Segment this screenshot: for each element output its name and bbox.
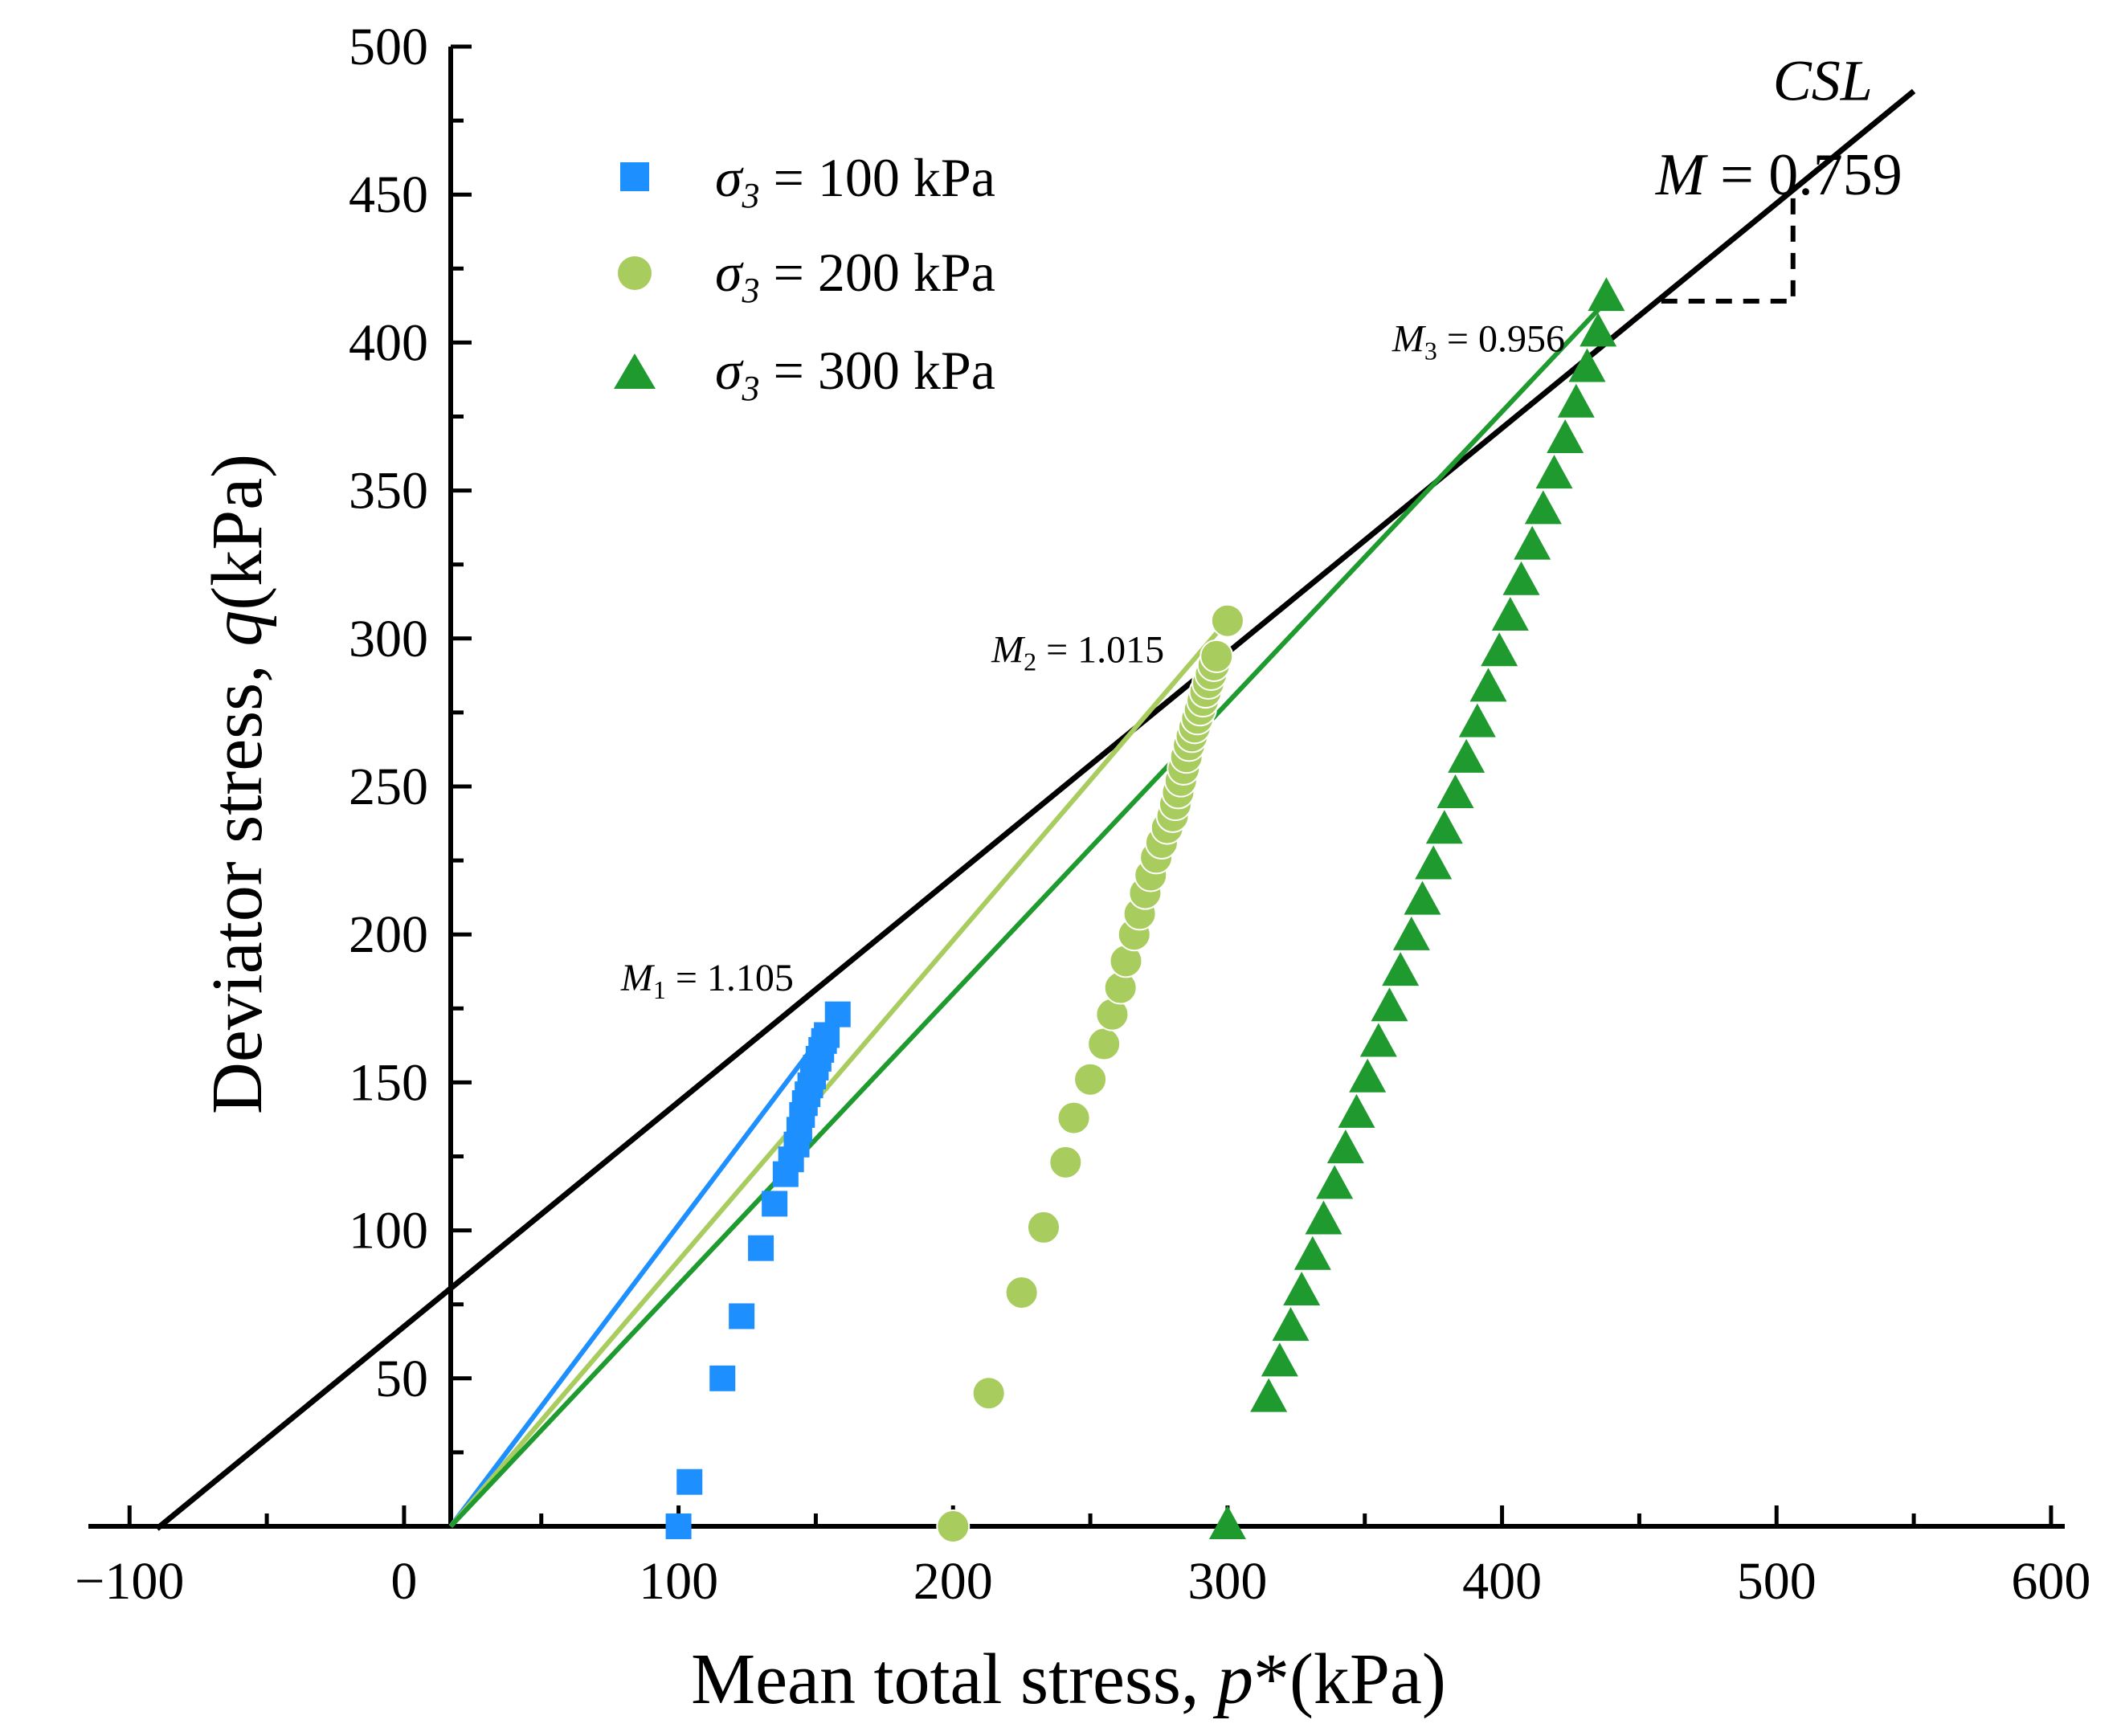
data-point-circle: [1073, 1062, 1108, 1097]
data-point-triangle: [1305, 1200, 1342, 1235]
data-point-square: [665, 1513, 692, 1539]
data-point-square: [824, 1001, 851, 1027]
data-markers: [665, 277, 1625, 1543]
data-point-triangle: [1491, 597, 1529, 631]
data-point-triangle: [1568, 348, 1606, 382]
data-point-triangle: [1293, 1236, 1331, 1270]
data-point-circle: [1027, 1210, 1060, 1244]
axes-layer: −100 0 100 200 300 400 500 600 50 100 150 200 250 30…: [75, 18, 2090, 1611]
data-point-triangle: [1535, 455, 1573, 489]
y-tick-label: 200: [349, 905, 428, 964]
data-point-triangle: [1580, 312, 1617, 347]
data-point-square: [709, 1365, 736, 1391]
legend-marker-square: [620, 162, 649, 191]
legend: σ3 = 100 kPa σ3 = 200 kPa σ3 = 300 kPa: [614, 147, 995, 408]
y-tick-label: 450: [349, 165, 428, 224]
x-tick-label: 300: [1187, 1552, 1267, 1611]
data-point-triangle: [1338, 1093, 1375, 1128]
csl-label: CSL: [1773, 48, 1873, 112]
legend-label-100: σ3 = 100 kPa: [715, 147, 995, 215]
y-axis-title: Deviator stress, q(kPa): [198, 454, 277, 1114]
x-axis-title: Mean total stress, p*(kPa): [691, 1640, 1446, 1719]
x-tick-label: 100: [639, 1552, 718, 1611]
data-point-square: [729, 1303, 755, 1330]
slope-label-m2: M2 = 1.015: [991, 628, 1164, 676]
y-tick-label: 400: [349, 313, 428, 372]
data-point-triangle: [1514, 525, 1551, 560]
slope-label-m1: M1 = 1.105: [620, 957, 794, 1004]
y-tick-label: 300: [349, 610, 428, 668]
data-point-triangle: [1404, 880, 1441, 915]
y-ticks: 50 100 150 200 250 300 350 400 450 500: [349, 18, 472, 1455]
fit-line-m3: [448, 299, 1608, 1529]
data-point-triangle: [1502, 561, 1540, 595]
data-point-circle: [1056, 1101, 1091, 1135]
fit-line-m2: [448, 625, 1224, 1528]
x-tick-label: 0: [390, 1552, 417, 1611]
data-point-triangle: [1392, 916, 1430, 950]
data-point-triangle: [1261, 1342, 1298, 1377]
data-point-triangle: [1425, 810, 1463, 844]
data-point-triangle: [1547, 419, 1584, 453]
data-point-triangle: [1316, 1165, 1354, 1199]
data-point-triangle: [1371, 987, 1408, 1022]
annotations: CSL M = 0.759 M1 = 1.105 M2 = 1.015 M3 = 0.9…: [620, 48, 1902, 1004]
data-point-triangle: [1326, 1129, 1364, 1164]
data-point-square: [762, 1191, 788, 1217]
data-point-triangle: [1557, 383, 1595, 418]
legend-marker-triangle: [614, 353, 656, 389]
y-tick-label: 250: [349, 758, 428, 816]
data-point-square: [676, 1468, 703, 1495]
data-point-circle: [1210, 603, 1244, 638]
data-point-triangle: [1283, 1271, 1321, 1305]
data-point-triangle: [1436, 774, 1474, 809]
data-point-triangle: [1458, 703, 1496, 737]
fit-lines: [155, 88, 1916, 1531]
data-point-circle: [936, 1509, 971, 1543]
y-tick-label: 150: [349, 1053, 428, 1112]
data-point-circle: [1048, 1145, 1083, 1179]
data-point-triangle: [1588, 277, 1625, 312]
y-tick-label: 500: [349, 18, 428, 76]
data-point-triangle: [1272, 1307, 1310, 1342]
x-ticks: −100 0 100 200 300 400 500 600: [75, 1505, 2090, 1611]
data-point-circle: [1004, 1275, 1039, 1309]
data-point-triangle: [1524, 490, 1562, 525]
slope-label-m3: M3 = 0.956: [1392, 317, 1565, 365]
csl-line: [155, 88, 1916, 1531]
legend-label-300: σ3 = 300 kPa: [715, 340, 995, 408]
data-point-triangle: [1481, 632, 1518, 667]
data-point-triangle: [1250, 1378, 1288, 1412]
data-point-triangle: [1448, 738, 1486, 773]
data-point-circle: [1087, 1027, 1122, 1061]
x-tick-label: −100: [75, 1552, 184, 1611]
x-tick-label: 500: [1737, 1552, 1817, 1611]
legend-label-200: σ3 = 200 kPa: [715, 242, 995, 310]
csl-slope-label: M = 0.759: [1655, 142, 1902, 208]
y-tick-label: 50: [375, 1350, 428, 1408]
data-point-triangle: [1349, 1058, 1387, 1093]
x-tick-label: 600: [2011, 1552, 2090, 1611]
slope-triangle: [1661, 194, 1796, 304]
legend-marker-circle: [618, 256, 652, 290]
x-tick-label: 200: [913, 1552, 993, 1611]
data-point-triangle: [1469, 668, 1507, 702]
data-point-square: [748, 1235, 774, 1261]
x-tick-label: 400: [1462, 1552, 1542, 1611]
data-point-triangle: [1415, 845, 1453, 880]
data-point-circle: [971, 1376, 1006, 1411]
y-tick-label: 350: [349, 462, 428, 521]
data-point-triangle: [1382, 952, 1420, 986]
y-tick-label: 100: [349, 1202, 428, 1260]
data-point-circle: [1199, 639, 1234, 673]
fit-line-m1: [448, 1012, 840, 1528]
data-point-triangle: [1208, 1505, 1246, 1539]
data-point-triangle: [1359, 1023, 1397, 1057]
